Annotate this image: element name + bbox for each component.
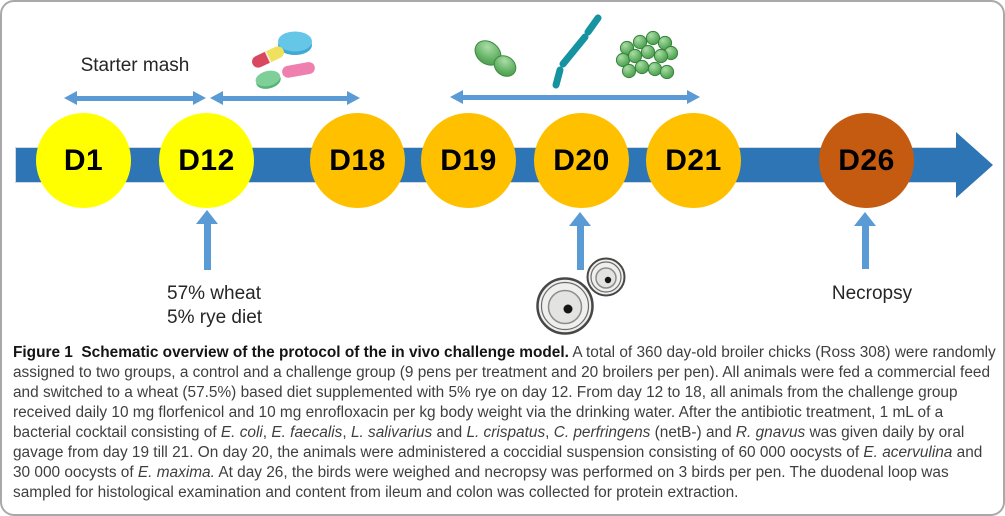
timeline-node-d18: D18 (310, 113, 405, 208)
caption-segment: L. crispatus (466, 424, 546, 441)
caption-segment: E. acervulina (863, 444, 953, 461)
caption-segment: and 30 000 oocysts of (13, 444, 983, 481)
coccidial-challenge-arrow (569, 212, 591, 270)
caption-segment: was given daily by oral gavage from day … (13, 424, 965, 461)
timeline-node-d20: D20 (534, 113, 629, 208)
caption-segment: C. perfringens (553, 424, 651, 441)
diet-line-1: 57% wheat (167, 283, 262, 304)
cocci-cluster-icon (615, 30, 678, 79)
caption-segment: R. gnavus (735, 424, 806, 441)
diet-line-2: 5% rye diet (167, 307, 263, 328)
node-label: D19 (440, 143, 497, 177)
oocysts-icon (536, 257, 626, 335)
node-label: D12 (178, 143, 235, 177)
caption-segment: E. maxima. (137, 464, 215, 481)
timeline-arrowhead-icon (956, 132, 993, 198)
caption-segment: E. faecalis (271, 424, 343, 441)
timeline-node-d1: D1 (36, 113, 131, 208)
rod-bacteria-icon (552, 14, 602, 89)
node-label: D21 (665, 143, 722, 177)
starter-mash-period-arrow (64, 91, 206, 106)
diplococci-icon (474, 40, 517, 77)
caption-segment: , (342, 424, 351, 441)
node-label: D20 (553, 143, 610, 177)
node-label: D26 (838, 143, 895, 177)
pills-icon (252, 31, 315, 89)
caption-segment: E. coli (220, 424, 263, 441)
antibiotic-period-arrow (210, 91, 360, 106)
diet-annotation: 57% wheat 5% rye diet (167, 282, 262, 330)
timeline-node-d21: D21 (646, 113, 741, 208)
caption-segment: A total of 360 day-old broiler chicks (R… (13, 344, 996, 441)
caption-segment: (netB-) and (650, 424, 736, 441)
caption-segment: and (432, 424, 467, 441)
caption-segment: L. salivarius (350, 424, 433, 441)
figure-caption: Figure 1 Schematic overview of the proto… (13, 343, 996, 503)
caption-segment: , (262, 424, 272, 441)
caption-segment: At day 26, the birds were weighed and ne… (13, 464, 949, 501)
node-label: D1 (63, 143, 104, 177)
starter-mash-label: Starter mash (80, 55, 190, 76)
timeline-node-d19: D19 (421, 113, 516, 208)
diet-switch-arrow (196, 210, 218, 270)
bacterial-gavage-period-arrow (450, 90, 700, 105)
node-label: D18 (329, 143, 386, 177)
caption-segment: Figure 1 Schematic overview of the proto… (13, 344, 569, 361)
timeline-node-d26: D26 (819, 113, 914, 208)
timeline-node-d12: D12 (159, 113, 254, 208)
necropsy-label: Necropsy (831, 283, 913, 304)
caption-segment: , (545, 424, 554, 441)
necropsy-arrow (854, 212, 876, 269)
